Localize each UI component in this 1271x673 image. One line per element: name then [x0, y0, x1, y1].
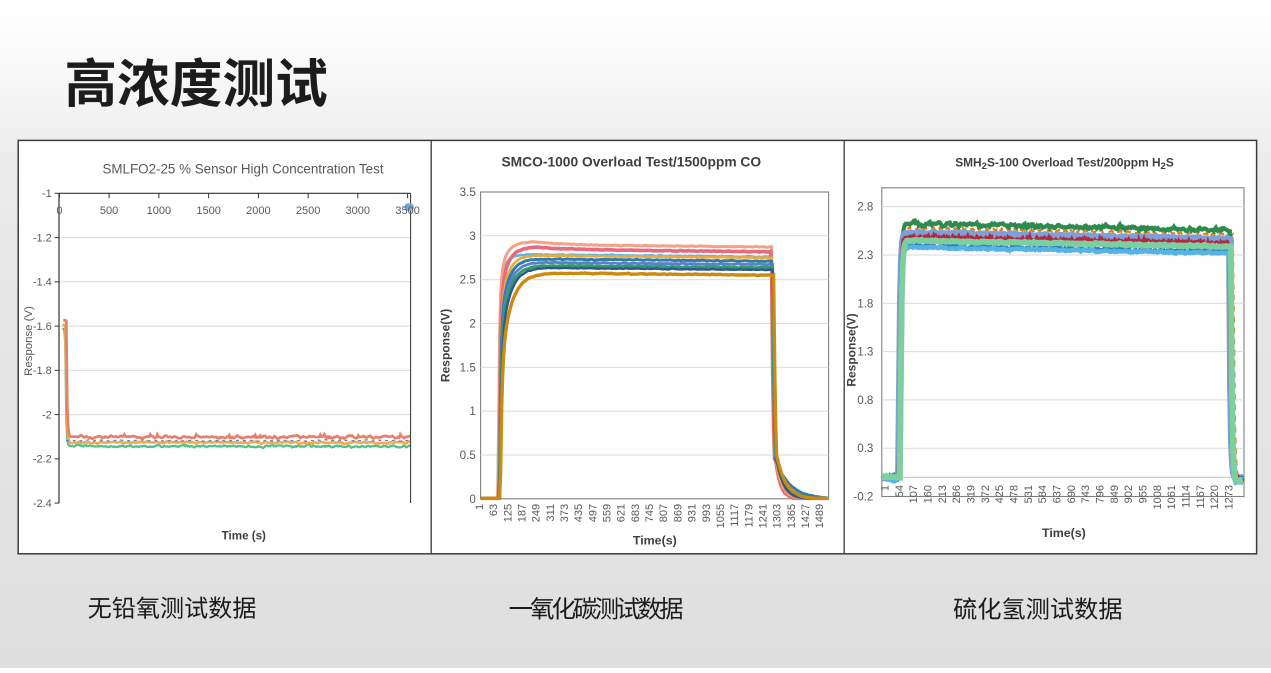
- svg-text:0: 0: [469, 493, 475, 506]
- svg-text:63: 63: [488, 504, 500, 516]
- svg-text:373: 373: [559, 504, 571, 522]
- svg-text:993: 993: [701, 504, 713, 522]
- svg-text:2500: 2500: [296, 205, 320, 217]
- svg-text:3: 3: [469, 230, 475, 243]
- svg-text:-2.2: -2.2: [33, 454, 52, 466]
- svg-text:-1.8: -1.8: [33, 365, 52, 377]
- svg-text:637: 637: [1052, 485, 1064, 503]
- svg-text:1114: 1114: [1180, 485, 1192, 508]
- svg-text:Time(s): Time(s): [633, 534, 677, 548]
- svg-text:2000: 2000: [246, 205, 270, 217]
- svg-text:3.5: 3.5: [460, 186, 476, 199]
- svg-text:0.5: 0.5: [460, 449, 476, 462]
- svg-text:2.5: 2.5: [460, 274, 476, 287]
- svg-text:869: 869: [672, 504, 684, 522]
- svg-text:3500: 3500: [395, 205, 419, 217]
- svg-text:0.3: 0.3: [857, 442, 873, 455]
- svg-text:2: 2: [469, 317, 475, 330]
- svg-text:1117: 1117: [729, 504, 741, 527]
- svg-text:1061: 1061: [1166, 485, 1178, 509]
- svg-text:1489: 1489: [814, 504, 826, 528]
- svg-text:-2.4: -2.4: [33, 498, 52, 510]
- svg-text:311: 311: [545, 504, 557, 522]
- svg-text:683: 683: [630, 504, 642, 522]
- svg-text:1.3: 1.3: [857, 346, 873, 359]
- svg-text:1427: 1427: [800, 504, 812, 528]
- svg-text:-1.2: -1.2: [33, 232, 52, 244]
- svg-text:931: 931: [687, 504, 699, 522]
- svg-text:1273: 1273: [1223, 485, 1235, 509]
- svg-text:249: 249: [531, 504, 543, 522]
- svg-text:1: 1: [880, 485, 892, 491]
- svg-text:478: 478: [1009, 485, 1021, 503]
- svg-text:1.5: 1.5: [460, 361, 476, 374]
- svg-text:1179: 1179: [743, 504, 755, 528]
- svg-text:1.8: 1.8: [857, 297, 873, 310]
- svg-text:-1.4: -1.4: [33, 277, 52, 289]
- svg-text:160: 160: [923, 485, 935, 503]
- svg-text:559: 559: [602, 504, 614, 522]
- svg-text:500: 500: [100, 205, 118, 217]
- svg-text:Time(s): Time(s): [1042, 526, 1086, 540]
- svg-text:Response(V): Response(V): [844, 313, 858, 386]
- svg-text:1000: 1000: [147, 205, 171, 217]
- svg-text:1303: 1303: [772, 504, 784, 528]
- svg-text:955: 955: [1137, 485, 1149, 503]
- svg-text:372: 372: [980, 485, 992, 503]
- svg-text:SMLFO2-25 % Sensor High Concen: SMLFO2-25 % Sensor High Concentration Te…: [102, 162, 383, 177]
- svg-text:425: 425: [994, 485, 1006, 503]
- svg-text:1241: 1241: [758, 504, 770, 528]
- svg-text:849: 849: [1109, 485, 1121, 503]
- svg-text:745: 745: [644, 504, 656, 522]
- svg-text:319: 319: [966, 485, 978, 503]
- svg-text:621: 621: [616, 504, 628, 522]
- svg-text:54: 54: [894, 485, 906, 497]
- svg-text:0.8: 0.8: [857, 394, 873, 407]
- svg-text:187: 187: [516, 504, 528, 522]
- svg-text:584: 584: [1037, 485, 1049, 503]
- svg-text:1167: 1167: [1195, 485, 1207, 509]
- svg-text:435: 435: [573, 504, 585, 522]
- svg-text:1500: 1500: [196, 205, 220, 217]
- svg-text:213: 213: [937, 485, 949, 503]
- svg-text:107: 107: [908, 485, 920, 503]
- svg-text:-1: -1: [42, 188, 52, 200]
- svg-text:3000: 3000: [346, 205, 370, 217]
- svg-text:2.8: 2.8: [857, 201, 873, 214]
- svg-text:1220: 1220: [1209, 485, 1221, 509]
- svg-text:902: 902: [1123, 485, 1135, 503]
- svg-text:Response(V): Response(V): [439, 309, 453, 382]
- svg-text:1: 1: [469, 405, 475, 418]
- svg-text:0: 0: [56, 205, 62, 217]
- svg-text:SMCO-1000 Overload Test/1500pp: SMCO-1000 Overload Test/1500ppm CO: [501, 154, 761, 169]
- svg-text:497: 497: [587, 504, 599, 522]
- svg-text:SMH2S-100 Overload Test/200ppm: SMH2S-100 Overload Test/200ppm H2S: [955, 156, 1174, 172]
- svg-text:1365: 1365: [786, 504, 798, 528]
- svg-text:-1.6: -1.6: [33, 321, 52, 333]
- svg-text:266: 266: [951, 485, 963, 503]
- svg-text:1008: 1008: [1152, 485, 1164, 509]
- svg-text:125: 125: [502, 504, 514, 522]
- svg-text:-0.2: -0.2: [853, 491, 873, 504]
- svg-text:807: 807: [658, 504, 670, 522]
- svg-text:690: 690: [1066, 485, 1078, 503]
- svg-text:-2: -2: [42, 409, 52, 421]
- svg-text:Response (V): Response (V): [23, 306, 35, 376]
- svg-text:Time (s): Time (s): [222, 530, 266, 543]
- svg-text:796: 796: [1095, 485, 1107, 503]
- svg-text:743: 743: [1080, 485, 1092, 503]
- svg-text:1: 1: [474, 504, 486, 510]
- svg-text:1055: 1055: [715, 504, 727, 528]
- svg-text:531: 531: [1023, 485, 1035, 503]
- svg-text:2.3: 2.3: [857, 249, 873, 262]
